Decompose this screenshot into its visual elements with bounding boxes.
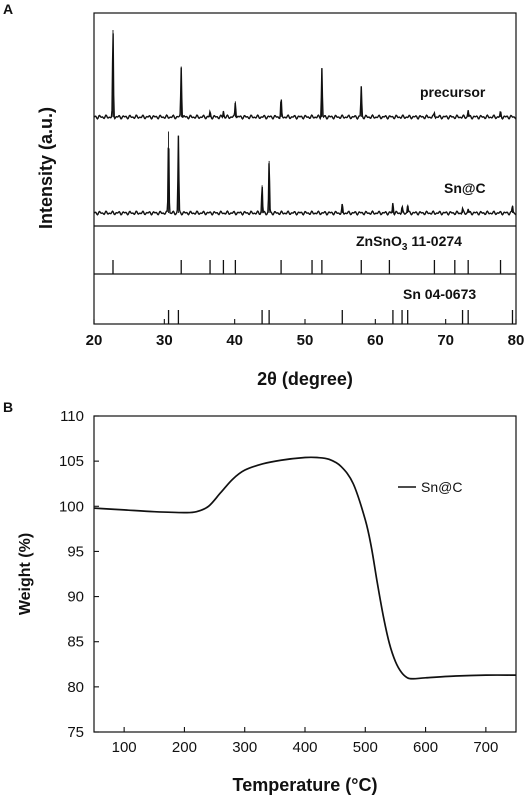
x-axis-label-b: Temperature (°C) xyxy=(233,775,378,795)
x-tick-label-b: 300 xyxy=(232,739,257,756)
panel-b-frame xyxy=(93,415,517,733)
legend-label-snc: Sn@C xyxy=(421,479,462,495)
y-axis-label-b: Weight (%) xyxy=(17,533,34,615)
xrd-pattern-line xyxy=(93,135,517,216)
y-tick-label-b: 90 xyxy=(67,589,84,606)
y-tick-label-b: 80 xyxy=(67,679,84,696)
x-tick-label-b: 700 xyxy=(473,739,498,756)
y-tick-label-b: 75 xyxy=(67,724,84,741)
x-tick-label-b: 100 xyxy=(112,739,137,756)
x-tick-label-b: 600 xyxy=(413,739,438,756)
panel-b-label: B xyxy=(3,399,13,415)
series-label-precursor: precursor xyxy=(420,84,486,100)
y-tick-label-b: 95 xyxy=(67,543,84,560)
x-tick-label-b: 500 xyxy=(353,739,378,756)
y-tick-label-b: 85 xyxy=(67,634,84,651)
xrd-pattern-line xyxy=(93,33,517,121)
tga-curve xyxy=(93,456,517,680)
x-tick-label-a: 20 xyxy=(86,332,103,349)
reference-label-znsno3: ZnSnO3 11-0274 xyxy=(356,233,462,253)
panel-a-frame xyxy=(93,12,517,325)
x-tick-label-a: 70 xyxy=(437,332,454,349)
panel-a: A 20 30 40 50 60 70 80 precursor Sn@C ZnSnO3 1… xyxy=(3,1,524,389)
reference-label-sn: Sn 04-0673 xyxy=(403,286,476,302)
panel-b: B 100 200 300 400 500 600 700 75 80 85 90 95 100 105 1… xyxy=(3,399,517,795)
panel-a-label: A xyxy=(3,1,13,17)
x-tick-label-a: 40 xyxy=(226,332,243,349)
y-tick-label-b: 100 xyxy=(59,498,84,515)
y-tick-label-b: 110 xyxy=(60,408,84,425)
x-tick-label-a: 30 xyxy=(156,332,173,349)
y-tick-label-b: 105 xyxy=(59,453,84,470)
series-label-snc: Sn@C xyxy=(444,180,486,196)
x-axis-label-a: 2θ (degree) xyxy=(257,369,353,389)
x-tick-label-a: 60 xyxy=(367,332,384,349)
x-tick-label-a: 80 xyxy=(508,332,525,349)
x-tick-label-b: 400 xyxy=(292,739,317,756)
y-axis-label-a: Intensity (a.u.) xyxy=(36,107,56,229)
x-tick-label-a: 50 xyxy=(297,332,314,349)
x-tick-label-b: 200 xyxy=(172,739,197,756)
